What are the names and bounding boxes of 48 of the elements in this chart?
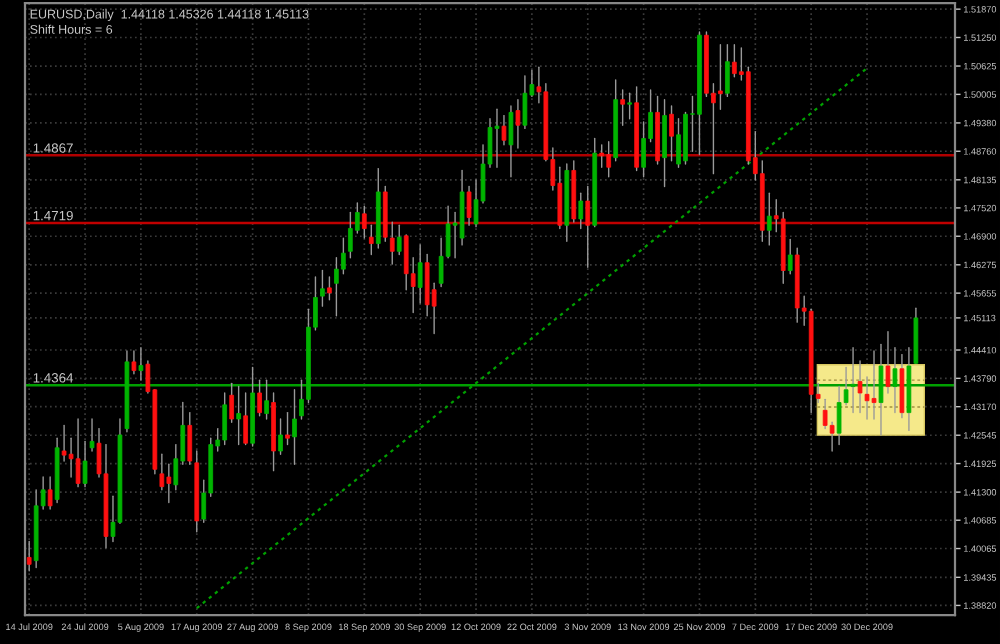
candlestick — [229, 382, 235, 423]
candlestick — [676, 118, 681, 168]
candlestick — [850, 347, 856, 414]
candlestick — [131, 350, 137, 375]
candlestick — [494, 108, 500, 168]
candlestick — [278, 418, 283, 455]
candlestick — [899, 353, 905, 419]
candlestick — [82, 440, 88, 488]
candlestick — [348, 211, 353, 259]
candlestick — [466, 185, 472, 226]
candlestick — [166, 463, 172, 504]
candlestick — [459, 169, 465, 246]
candlestick — [327, 276, 332, 301]
candlestick — [236, 385, 241, 446]
candlestick — [138, 347, 144, 381]
candlestick — [417, 244, 423, 304]
candlestick — [396, 224, 402, 256]
candlestick — [187, 411, 193, 465]
candlestick — [403, 234, 409, 291]
candlestick — [159, 453, 165, 491]
candlestick — [578, 192, 584, 230]
candlestick — [662, 98, 667, 188]
candlestick — [787, 238, 793, 275]
candlestick — [257, 379, 262, 417]
candlestick — [334, 257, 339, 317]
candlestick — [292, 389, 297, 465]
candlestick — [606, 140, 612, 178]
candlestick — [669, 105, 674, 162]
candlestick — [718, 44, 723, 110]
candlestick — [599, 144, 605, 168]
candlestick — [508, 105, 514, 178]
candlestick — [368, 224, 374, 256]
candlestick — [264, 379, 269, 420]
candlestick — [285, 411, 290, 446]
candlestick — [222, 392, 228, 446]
candlestick — [732, 44, 737, 78]
candlestick — [683, 111, 688, 165]
candlestick — [585, 185, 591, 269]
candlestick — [361, 205, 367, 239]
candlestick — [725, 44, 730, 98]
candlestick — [620, 89, 625, 126]
candlestick — [75, 418, 81, 488]
candlestick — [627, 92, 632, 120]
candlestick — [766, 192, 772, 246]
candlestick — [871, 350, 877, 420]
candlestick — [243, 392, 248, 446]
candlestick — [892, 347, 898, 414]
candlestick — [320, 269, 325, 307]
